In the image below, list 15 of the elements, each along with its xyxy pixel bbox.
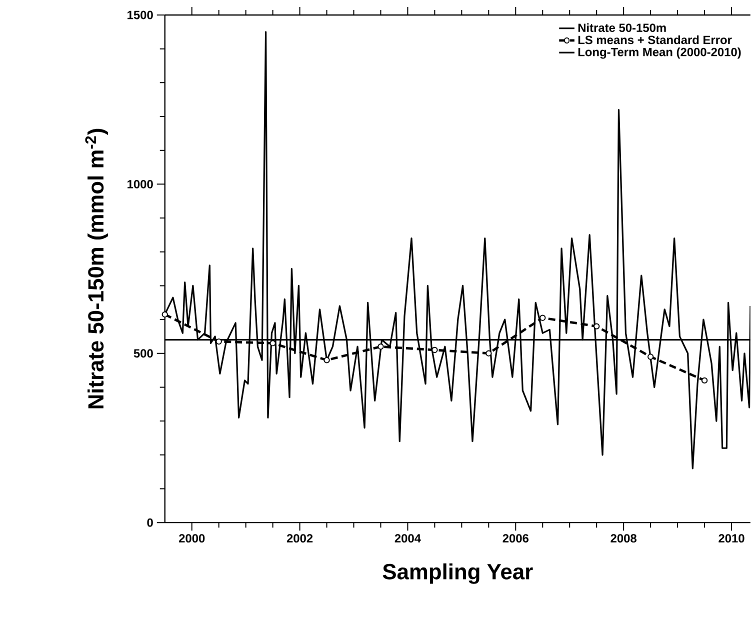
legend-label: Long-Term Mean (2000-2010) (578, 48, 741, 59)
y-axis-title: Nitrate 50-150m (mmol m$^{-2}$) (85, 129, 108, 409)
x-axis-title: Sampling Year (382, 564, 533, 584)
x-tick-label: 2004 (394, 534, 421, 543)
x-tick-label: 2002 (286, 534, 313, 543)
y-tick-label: 1000 (128, 180, 153, 189)
x-tick-label: 2000 (178, 534, 205, 543)
x-tick-label: 2008 (610, 534, 636, 543)
x-tick-label: 2006 (502, 534, 529, 543)
legend-label: Nitrate 50-150m (578, 24, 666, 32)
y-tick-label: 0 (147, 518, 153, 528)
x-tick-label: 2010 (718, 534, 744, 543)
y-tick-label: 1500 (128, 11, 153, 20)
legend-label: LS means + Standard Error (578, 36, 732, 44)
y-tick-label: 500 (134, 349, 153, 358)
